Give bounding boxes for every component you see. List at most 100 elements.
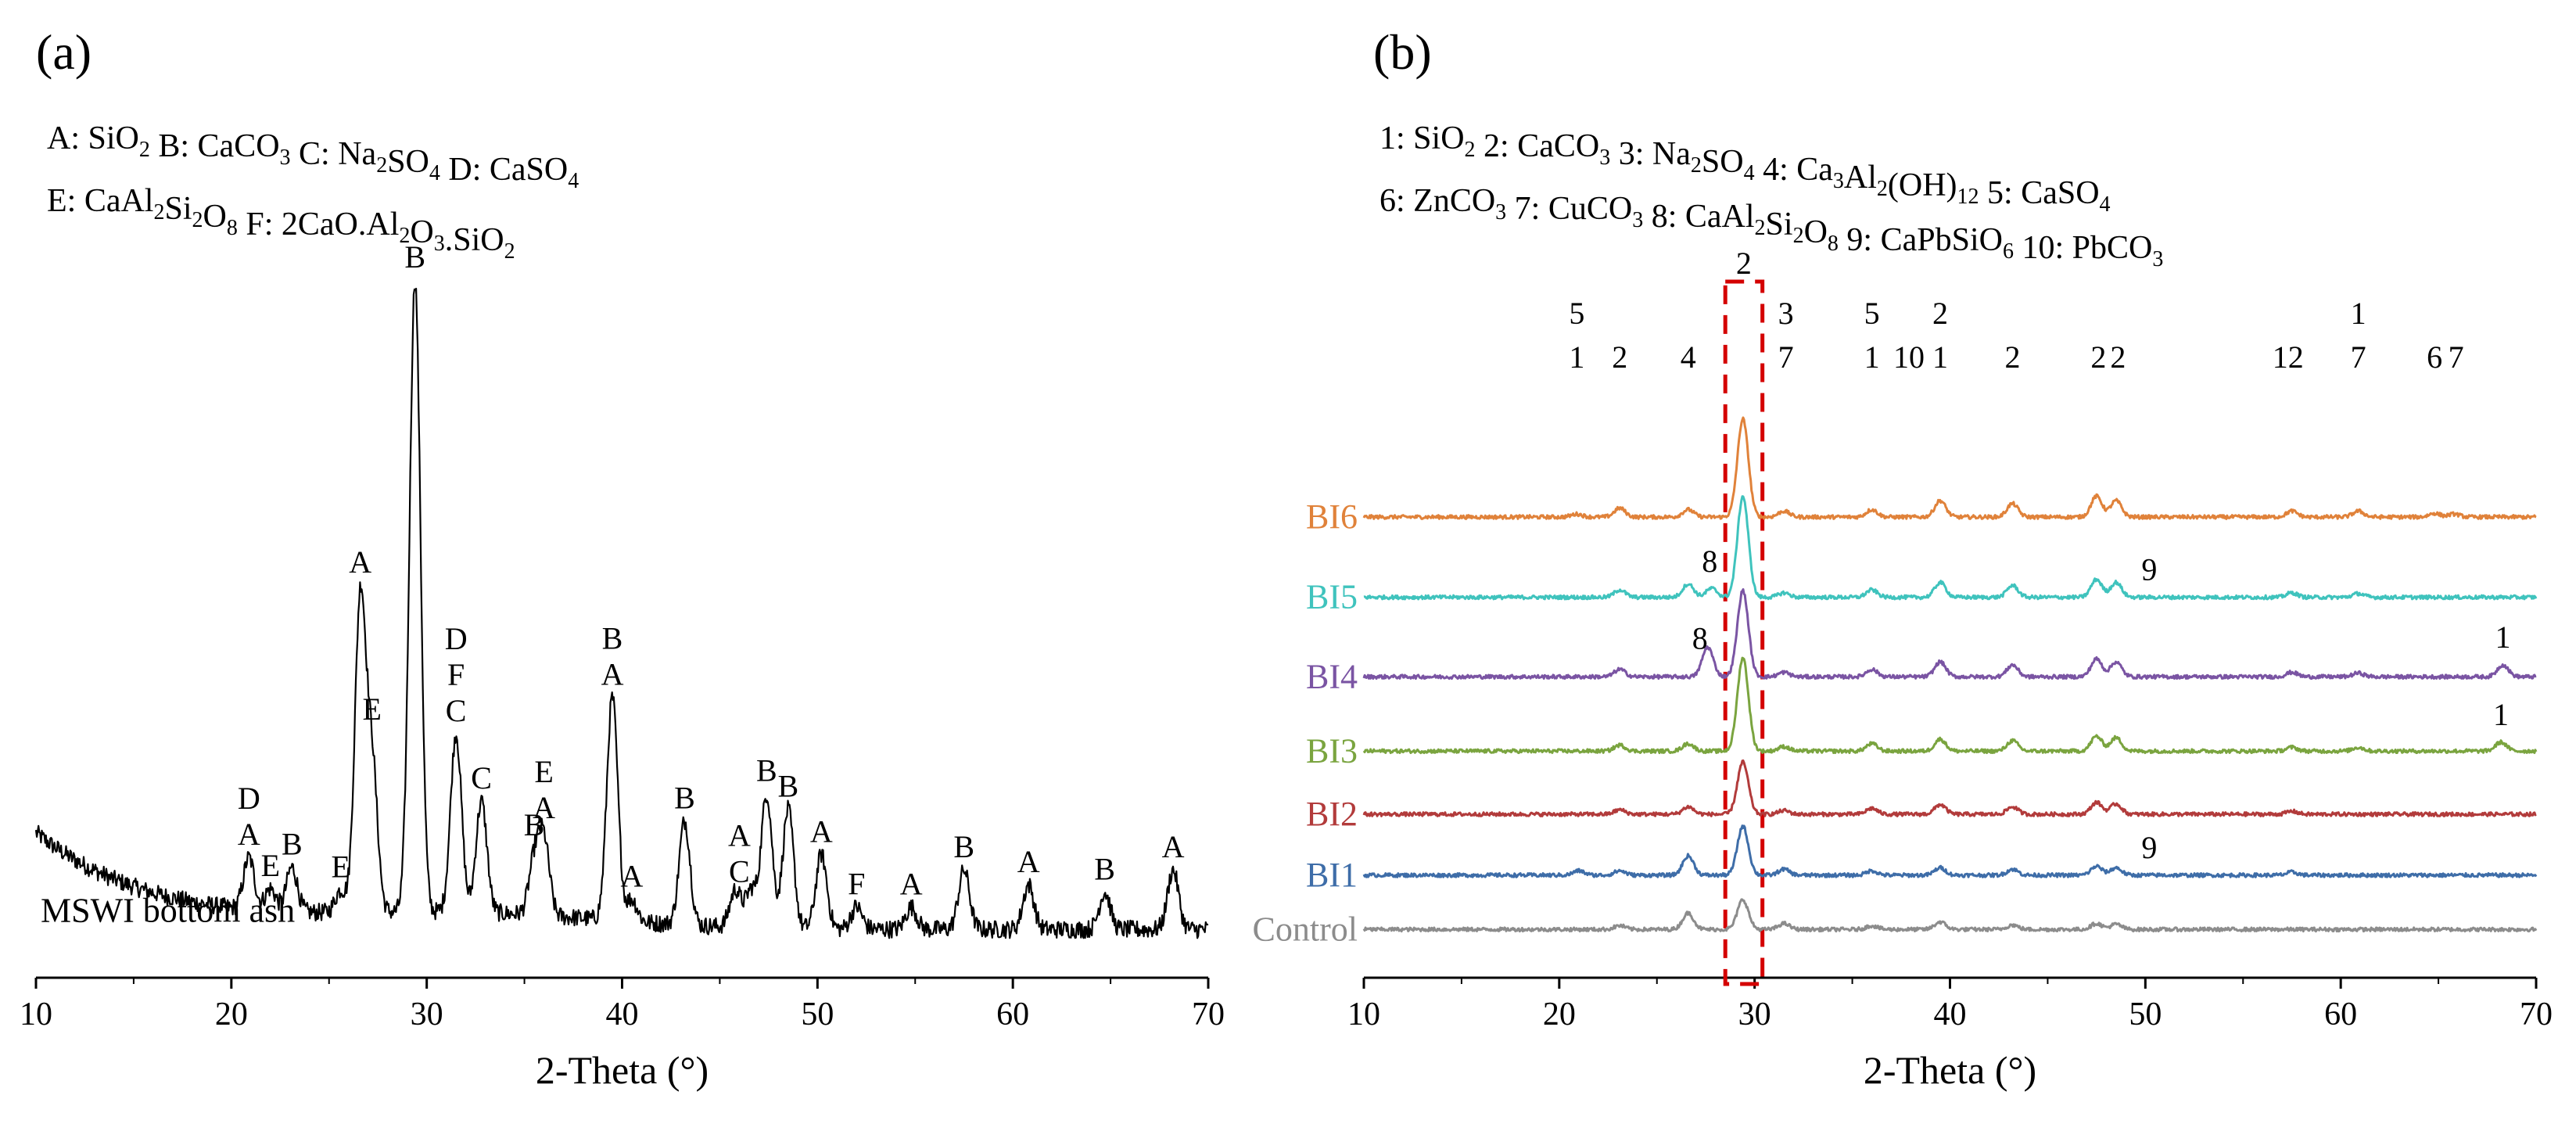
legend-text: A: SiO: [47, 120, 139, 156]
peak-label: C: [446, 693, 467, 728]
peak-label: 6: [2427, 339, 2442, 375]
legend-subscript: 4: [2100, 192, 2111, 217]
peak-label: 1: [2493, 697, 2509, 732]
x-tick-label: 60: [996, 997, 1029, 1032]
x-tick-label: 30: [1738, 997, 1771, 1032]
legend-text: Al: [1844, 160, 1877, 196]
peak-label: A: [349, 544, 371, 580]
peak-label: 7: [1778, 339, 1794, 375]
legend-text: 8: CaAl: [1643, 199, 1754, 235]
peak-label: 1: [2495, 619, 2511, 655]
legend-text: 1: SiO: [1379, 120, 1465, 156]
x-tick-label: 10: [20, 997, 52, 1032]
legend-line: 1: SiO2 2: CaCO3 3: Na2SO4 4: Ca3Al2(OH)…: [1379, 120, 2111, 217]
peak-label: B: [404, 239, 425, 275]
peak-label: B: [778, 769, 799, 804]
peak-label: B: [1094, 852, 1115, 887]
peak-label: 8: [1702, 544, 1717, 579]
series-line: [34, 287, 1209, 939]
peak-label: E: [332, 849, 350, 884]
peak-label: 8: [1692, 621, 1708, 656]
legend-subscript: 3: [434, 232, 445, 256]
peak-label: B: [674, 780, 695, 815]
legend-subscript: 2: [153, 200, 164, 224]
peak-label: F: [447, 657, 465, 692]
legend-text: D: CaSO: [440, 152, 568, 188]
highlight-box: [1723, 279, 1765, 986]
series-line: [1362, 588, 2537, 681]
peak-label: 2: [2110, 339, 2126, 375]
peak-label: A: [601, 656, 624, 691]
x-tick-label: 20: [1543, 997, 1576, 1032]
legend-subscript: 3: [1833, 169, 1844, 193]
peak-label: 2: [2090, 339, 2106, 375]
peak-label: 7: [2449, 339, 2464, 375]
legend-subscript: 2: [1691, 153, 1702, 178]
legend-subscript: 2: [192, 208, 203, 232]
x-tick-label: 30: [411, 997, 443, 1032]
peak-label: 10: [1893, 339, 1925, 375]
series-label: BI4: [1306, 657, 1358, 695]
panel-a-chart: (a)A: SiO2 B: CaCO3 C: Na2SO4 D: CaSO4E:…: [20, 24, 1225, 1092]
peak-label: B: [756, 752, 777, 788]
peak-label: C: [471, 760, 492, 795]
peak-label: 9: [2141, 830, 2157, 865]
peak-label: 9: [2141, 552, 2157, 587]
series-line: [1362, 898, 2538, 933]
legend-subscript: 2: [376, 153, 387, 178]
legend-subscript: 3: [280, 145, 291, 170]
legend-text: O: [410, 214, 433, 250]
peak-label: A: [810, 813, 833, 849]
peak-label: 1: [2351, 296, 2366, 331]
peak-label: 1: [1569, 339, 1584, 375]
legend-subscript: 2: [1877, 177, 1888, 201]
legend-subscript: 2: [504, 239, 515, 264]
series-line: [1363, 495, 2538, 601]
series-line: [1362, 759, 2537, 817]
peak-label: 5: [1569, 296, 1584, 331]
legend-text: Si: [164, 191, 192, 227]
legend-text: 2: CaCO: [1476, 128, 1600, 164]
legend-subscript: 6: [2003, 239, 2014, 264]
peak-label: D: [445, 621, 468, 656]
legend-text: SO: [1702, 144, 1744, 180]
peak-label: B: [953, 829, 974, 864]
peak-label: E: [534, 754, 553, 789]
peak-label: A: [728, 818, 751, 853]
peak-label: A: [900, 867, 923, 902]
peak-label: 1: [1864, 339, 1880, 375]
legend-subscript: 8: [227, 216, 238, 240]
legend-text: 10: PbCO: [2014, 230, 2152, 266]
peak-label: A: [238, 817, 260, 852]
peak-label: 1: [2273, 339, 2288, 375]
peak-label: 2: [1612, 339, 1627, 375]
legend-subscript: 3: [1495, 200, 1506, 224]
x-tick-label: 70: [2520, 997, 2553, 1032]
legend-subscript: 4: [1744, 161, 1755, 185]
peak-label: 2: [1932, 296, 1948, 331]
panel-b-chart: (b)1: SiO2 2: CaCO3 3: Na2SO4 4: Ca3Al2(…: [1253, 24, 2553, 1092]
legend-subscript: 2: [1755, 216, 1766, 240]
peak-label: 1: [1932, 339, 1948, 375]
legend-line: A: SiO2 B: CaCO3 C: Na2SO4 D: CaSO4: [47, 120, 579, 193]
peak-label: 4: [1681, 339, 1696, 375]
series-label: BI2: [1306, 795, 1358, 833]
peak-label: A: [1162, 829, 1185, 864]
legend-text: B: CaCO: [150, 128, 280, 164]
legend-subscript: 4: [429, 161, 440, 185]
legend-text: 6: ZnCO: [1379, 183, 1495, 219]
x-tick-label: 70: [1192, 997, 1225, 1032]
legend-text: (OH): [1888, 167, 1957, 203]
legend-text: Si: [1766, 206, 1793, 242]
legend-subscript: 3: [1632, 208, 1643, 232]
x-axis-label: 2-Theta (°): [1864, 1048, 2036, 1092]
legend-text: C: Na: [291, 136, 377, 172]
peak-label: F: [848, 866, 865, 901]
legend-subscript: 8: [1828, 232, 1839, 256]
x-axis-label: 2-Theta (°): [536, 1048, 709, 1092]
peak-label: C: [729, 854, 750, 889]
legend-subscript: 2: [1793, 224, 1804, 248]
legend-text: F: 2CaO.Al: [238, 206, 400, 242]
x-tick-label: 50: [801, 997, 834, 1032]
peak-label: B: [524, 807, 545, 842]
